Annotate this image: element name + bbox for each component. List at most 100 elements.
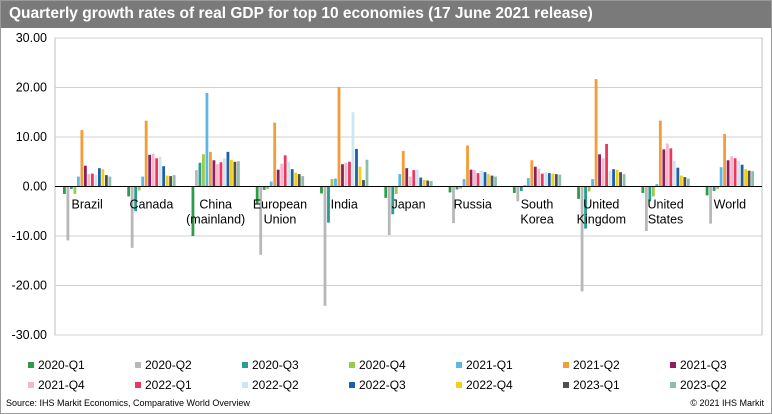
category-label: Korea xyxy=(520,213,553,227)
bar xyxy=(662,149,666,187)
bar xyxy=(558,174,562,187)
legend-label: 2023-Q1 xyxy=(573,378,620,392)
category-label: United xyxy=(583,198,619,212)
bar xyxy=(209,151,212,187)
bar xyxy=(740,164,744,187)
legend-label: 2020-Q2 xyxy=(145,358,192,372)
bar xyxy=(191,186,195,236)
bar xyxy=(290,169,294,187)
legend-swatch xyxy=(242,362,248,368)
source-note: Source: IHS Markit Economics, Comparativ… xyxy=(6,398,250,408)
bar xyxy=(712,186,716,191)
legend-swatch xyxy=(242,382,248,388)
bar xyxy=(362,180,365,187)
legend-label: 2020-Q4 xyxy=(359,358,406,372)
legend-swatch xyxy=(670,382,676,388)
bar xyxy=(355,148,358,187)
bar xyxy=(155,158,159,187)
bar xyxy=(469,169,473,187)
bar xyxy=(301,176,305,187)
bar xyxy=(473,170,476,187)
bar xyxy=(94,175,98,187)
bar xyxy=(69,186,73,189)
bar xyxy=(459,186,462,189)
bar xyxy=(348,161,351,187)
bar xyxy=(97,168,101,187)
y-tick-label: -20.00 xyxy=(12,279,47,293)
legend-label: 2022-Q3 xyxy=(359,378,406,392)
bar xyxy=(269,181,273,187)
bar xyxy=(494,176,497,187)
bar xyxy=(655,184,659,187)
bar xyxy=(165,175,169,187)
bar xyxy=(394,186,398,194)
legend-swatch xyxy=(456,362,462,368)
bar xyxy=(334,178,337,187)
bar xyxy=(587,186,591,192)
bar xyxy=(83,165,87,187)
legend-swatch xyxy=(563,362,569,368)
bar xyxy=(283,155,287,187)
bar xyxy=(747,170,751,187)
category-label: Russia xyxy=(454,198,492,212)
bar xyxy=(523,185,527,187)
bar xyxy=(137,186,141,191)
bar xyxy=(237,161,240,187)
bar xyxy=(108,176,112,187)
bar xyxy=(262,186,266,190)
bar xyxy=(216,164,219,187)
category-label: Kingdom xyxy=(577,213,626,227)
bar xyxy=(483,172,487,187)
bar xyxy=(519,186,523,191)
bar xyxy=(723,134,727,187)
bar xyxy=(619,172,622,187)
bar xyxy=(466,145,469,187)
bar xyxy=(709,186,713,224)
legend-swatch xyxy=(135,382,141,388)
bar xyxy=(641,186,645,193)
bar xyxy=(448,186,452,193)
bar xyxy=(391,186,395,215)
bar xyxy=(644,186,648,232)
bar xyxy=(233,161,237,187)
bar xyxy=(212,160,216,187)
bar xyxy=(230,159,233,187)
y-tick-label: 20.00 xyxy=(16,81,47,95)
bar xyxy=(280,163,284,187)
bar xyxy=(512,186,516,193)
bar xyxy=(294,172,298,187)
legend-label: 2022-Q1 xyxy=(145,378,192,392)
bar xyxy=(151,153,155,187)
bar xyxy=(158,156,162,187)
legend-label: 2020-Q1 xyxy=(38,358,85,372)
bar xyxy=(87,174,91,187)
bar xyxy=(202,154,205,187)
bar xyxy=(598,154,601,187)
bar xyxy=(266,186,270,189)
legend-swatch xyxy=(349,362,355,368)
bar xyxy=(676,167,680,187)
bar xyxy=(462,179,466,187)
bar xyxy=(365,159,369,187)
bar xyxy=(658,120,662,187)
bar xyxy=(429,181,433,187)
bar xyxy=(487,174,490,187)
category-label: South xyxy=(521,198,554,212)
legend-swatch xyxy=(28,382,34,388)
y-tick-label: -10.00 xyxy=(12,229,47,243)
bar xyxy=(584,186,587,229)
bar xyxy=(612,169,615,187)
copyright-note: © 2021 IHS Markit xyxy=(690,398,764,408)
bar xyxy=(426,180,430,187)
bar xyxy=(412,170,416,187)
legend-label: 2023-Q2 xyxy=(680,378,727,392)
bar xyxy=(419,177,423,187)
bar xyxy=(205,92,209,187)
bar xyxy=(547,173,551,187)
bar xyxy=(544,172,548,187)
bar xyxy=(415,169,419,187)
bar xyxy=(705,186,709,196)
bar xyxy=(330,179,334,187)
bar xyxy=(580,186,584,292)
